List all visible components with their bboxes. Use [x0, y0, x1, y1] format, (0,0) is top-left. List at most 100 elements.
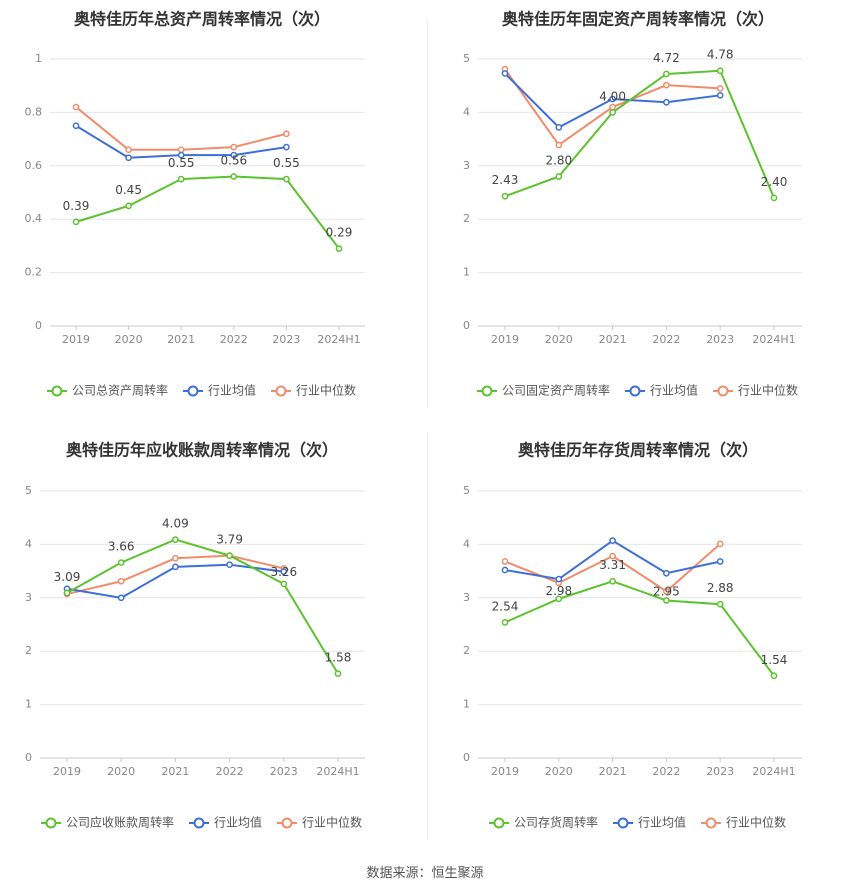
y-tick-label: 0: [463, 319, 470, 332]
data-label: 3.79: [216, 533, 243, 547]
data-point-avg: [609, 95, 616, 103]
y-tick-label: 4: [25, 537, 32, 550]
data-point-avg: [663, 569, 670, 577]
x-tick-label: 2022: [216, 765, 244, 778]
data-label: 0.56: [220, 153, 247, 167]
legend-label: 公司固定资产周转率: [502, 383, 610, 398]
data-point-median: [283, 130, 290, 138]
y-tick-label: 3: [463, 591, 470, 604]
x-tick-label: 2021: [161, 765, 189, 778]
legend-swatch-marker: [717, 385, 729, 397]
data-point-company: [501, 619, 509, 626]
data-point-company: [609, 577, 616, 585]
data-label: 2.98: [545, 584, 572, 598]
data-point-median: [177, 146, 185, 154]
x-tick-label: 2019: [491, 765, 519, 778]
series-line-company: [66, 538, 339, 675]
data-point-company: [125, 202, 132, 210]
data-point-avg: [172, 563, 179, 571]
data-label: 4.78: [707, 48, 734, 62]
data-point-company: [226, 552, 233, 559]
data-point-median: [609, 552, 616, 560]
y-tick-label: 0: [25, 751, 32, 764]
x-tick-label: 2024H1: [752, 333, 795, 346]
data-point-company: [117, 559, 125, 566]
legend-swatch-marker: [187, 385, 199, 397]
data-point-avg: [501, 566, 509, 574]
y-tick-label: 0.2: [25, 266, 43, 279]
legend-item-median: 行业中位数: [713, 383, 798, 398]
data-point-company: [555, 595, 563, 603]
legend-swatch-marker: [51, 385, 63, 397]
legend-item-avg: 行业均值: [613, 815, 686, 830]
panel-divider-top: [427, 20, 428, 408]
x-tick-label: 2024H1: [316, 765, 359, 778]
legend-label: 行业均值: [650, 383, 698, 398]
data-point-avg: [280, 568, 288, 575]
legend-item-company: 公司总资产周转率: [47, 383, 168, 398]
series-line-median: [75, 106, 287, 151]
data-point-company: [555, 173, 563, 180]
data-label: 2.43: [492, 173, 519, 187]
chart-title: 奥特佳历年存货周转率情况（次）: [518, 441, 758, 460]
y-tick-label: 0: [35, 319, 42, 332]
x-tick-label: 2020: [545, 765, 573, 778]
data-label: 0.55: [273, 156, 300, 170]
legend-label: 行业中位数: [302, 815, 362, 830]
data-point-avg: [230, 151, 238, 159]
data-point-company: [172, 536, 179, 543]
data-label: 0.39: [63, 199, 90, 213]
x-tick-label: 2023: [270, 765, 298, 778]
data-label: 2.80: [545, 153, 572, 167]
y-tick-label: 3: [463, 159, 470, 172]
data-label: 3.09: [54, 570, 81, 584]
data-point-company: [63, 589, 71, 597]
chart-title: 奥特佳历年总资产周转率情况（次）: [74, 10, 330, 29]
x-tick-label: 2024H1: [317, 333, 360, 346]
x-tick-label: 2020: [115, 333, 143, 346]
x-tick-label: 2019: [62, 333, 90, 346]
y-tick-label: 3: [25, 591, 32, 604]
data-point-median: [663, 588, 670, 595]
y-tick-label: 5: [25, 484, 32, 497]
data-point-company: [770, 194, 778, 202]
chart-title: 奥特佳历年固定资产周转率情况（次）: [502, 10, 774, 29]
y-tick-label: 0.8: [25, 105, 43, 118]
x-tick-label: 2020: [545, 333, 573, 346]
data-point-company: [501, 192, 509, 200]
y-tick-label: 2: [25, 644, 32, 657]
series-line-company: [504, 580, 775, 677]
data-point-company: [663, 70, 670, 78]
legend-label: 行业均值: [638, 815, 686, 830]
data-point-median: [555, 141, 563, 149]
source-note: 数据来源：恒生聚源: [366, 866, 484, 881]
legend-label: 行业中位数: [726, 815, 786, 830]
legend-swatch-marker: [281, 817, 293, 829]
data-label: 3.66: [108, 540, 135, 554]
legend-label: 公司应收账款周转率: [66, 815, 174, 830]
legend-item-median: 行业中位数: [271, 383, 356, 398]
series-line-company: [75, 175, 340, 250]
y-tick-label: 0: [463, 751, 470, 764]
data-point-avg: [72, 122, 80, 130]
data-point-company: [230, 173, 238, 180]
data-label: 0.29: [326, 226, 353, 240]
data-label: 2.54: [492, 599, 519, 613]
data-label: 0.55: [168, 156, 195, 170]
x-tick-label: 2022: [652, 765, 680, 778]
data-point-avg: [177, 151, 185, 159]
data-point-company: [334, 670, 342, 677]
chart-panel-1: 奥特佳历年总资产周转率情况（次） 0 0.2 0.4 0.6 0.8 1 2019 2020 20…: [25, 10, 365, 398]
legend-label: 行业均值: [208, 383, 256, 398]
data-point-avg: [716, 91, 724, 99]
chart-panel-4: 奥特佳历年存货周转率情况（次） 0 1 2 3 4 5 2019 2020 2021 2022 202…: [463, 441, 802, 830]
data-point-median: [663, 81, 670, 89]
x-tick-label: 2021: [599, 765, 627, 778]
data-point-median: [117, 577, 125, 585]
y-tick-label: 5: [463, 484, 470, 497]
legend-swatch-marker: [617, 817, 629, 829]
data-label: 4.72: [653, 51, 680, 65]
legend-item-avg: 行业均值: [183, 383, 256, 398]
legend-label: 行业中位数: [296, 383, 356, 398]
